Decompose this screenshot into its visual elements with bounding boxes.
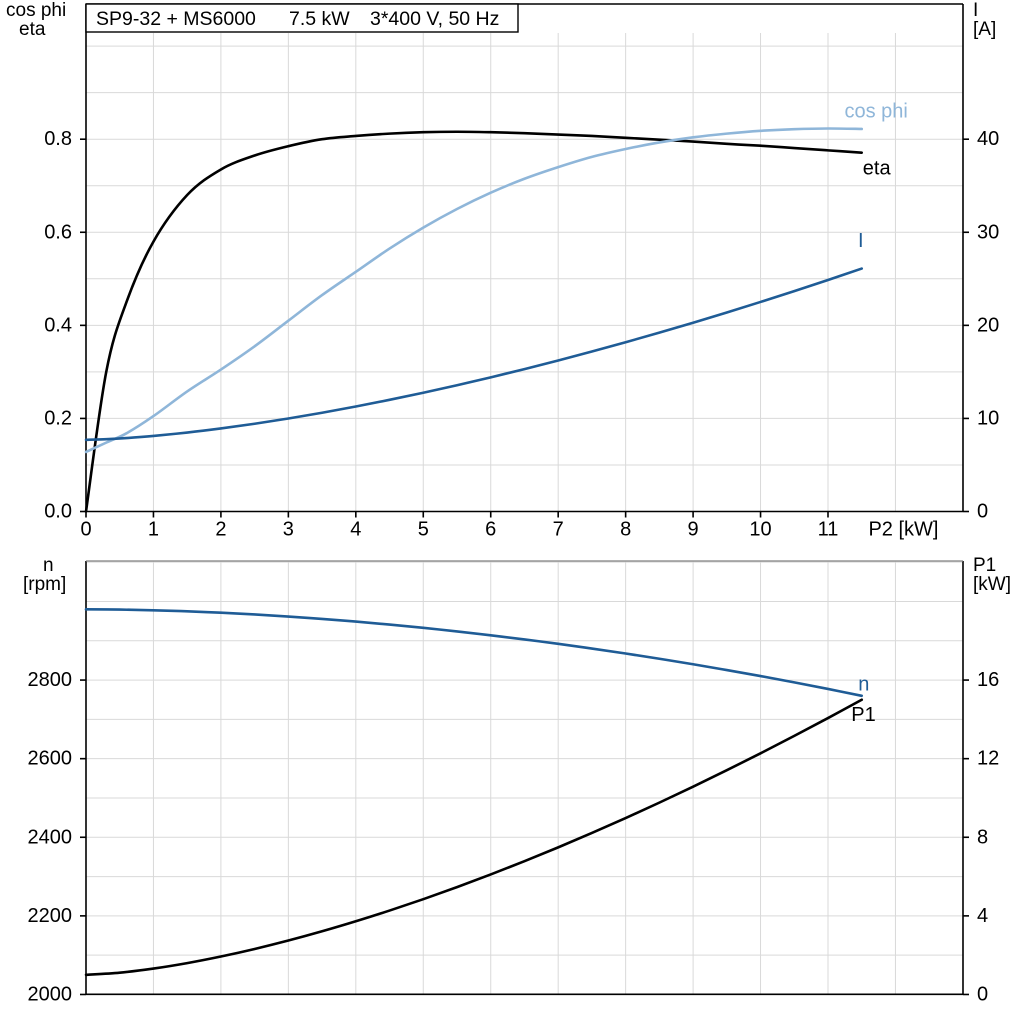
svg-text:16: 16	[977, 669, 999, 691]
svg-text:12: 12	[977, 748, 999, 770]
svg-text:1: 1	[148, 519, 159, 541]
svg-text:cos phi: cos phi	[845, 100, 908, 122]
svg-text:eta: eta	[863, 158, 892, 180]
svg-text:0.4: 0.4	[44, 314, 72, 336]
svg-text:2400: 2400	[28, 826, 73, 848]
svg-text:0: 0	[977, 983, 988, 1005]
svg-text:2: 2	[215, 519, 226, 541]
svg-text:0.2: 0.2	[44, 407, 72, 429]
svg-text:2200: 2200	[28, 905, 73, 927]
svg-text:9: 9	[688, 519, 699, 541]
svg-text:P2 [kW]: P2 [kW]	[868, 519, 938, 541]
svg-text:8: 8	[620, 519, 631, 541]
svg-text:2600: 2600	[28, 748, 73, 770]
svg-text:10: 10	[977, 407, 999, 429]
svg-text:4: 4	[977, 905, 988, 927]
svg-text:n: n	[858, 674, 869, 696]
svg-text:cos phi: cos phi	[6, 0, 66, 21]
svg-text:11: 11	[818, 519, 839, 541]
svg-text:0: 0	[80, 519, 91, 541]
svg-text:I: I	[973, 0, 978, 21]
svg-text:2000: 2000	[28, 983, 73, 1005]
svg-text:P1: P1	[973, 555, 996, 576]
svg-text:0.8: 0.8	[44, 128, 72, 150]
svg-text:3: 3	[283, 519, 294, 541]
svg-text:4: 4	[350, 519, 361, 541]
svg-text:30: 30	[977, 221, 999, 243]
svg-text:10: 10	[749, 519, 771, 541]
svg-text:7: 7	[553, 519, 564, 541]
svg-text:I: I	[858, 230, 864, 252]
svg-text:40: 40	[977, 128, 999, 150]
svg-text:[A]: [A]	[973, 19, 996, 40]
svg-text:2800: 2800	[28, 669, 73, 691]
svg-text:SP9-32 + MS6000: SP9-32 + MS6000	[96, 8, 256, 30]
svg-text:6: 6	[485, 519, 496, 541]
svg-text:5: 5	[418, 519, 429, 541]
svg-text:0: 0	[977, 501, 988, 523]
svg-text:eta: eta	[19, 19, 46, 40]
svg-text:20: 20	[977, 314, 999, 336]
svg-text:[kW]: [kW]	[973, 574, 1011, 595]
svg-text:P1: P1	[851, 704, 875, 726]
svg-text:8: 8	[977, 826, 988, 848]
svg-text:0.6: 0.6	[44, 221, 72, 243]
svg-text:0.0: 0.0	[44, 501, 72, 523]
svg-text:[rpm]: [rpm]	[23, 574, 66, 595]
svg-text:n: n	[43, 555, 54, 576]
svg-text:3*400 V, 50 Hz: 3*400 V, 50 Hz	[370, 8, 499, 30]
svg-text:7.5 kW: 7.5 kW	[289, 8, 350, 30]
